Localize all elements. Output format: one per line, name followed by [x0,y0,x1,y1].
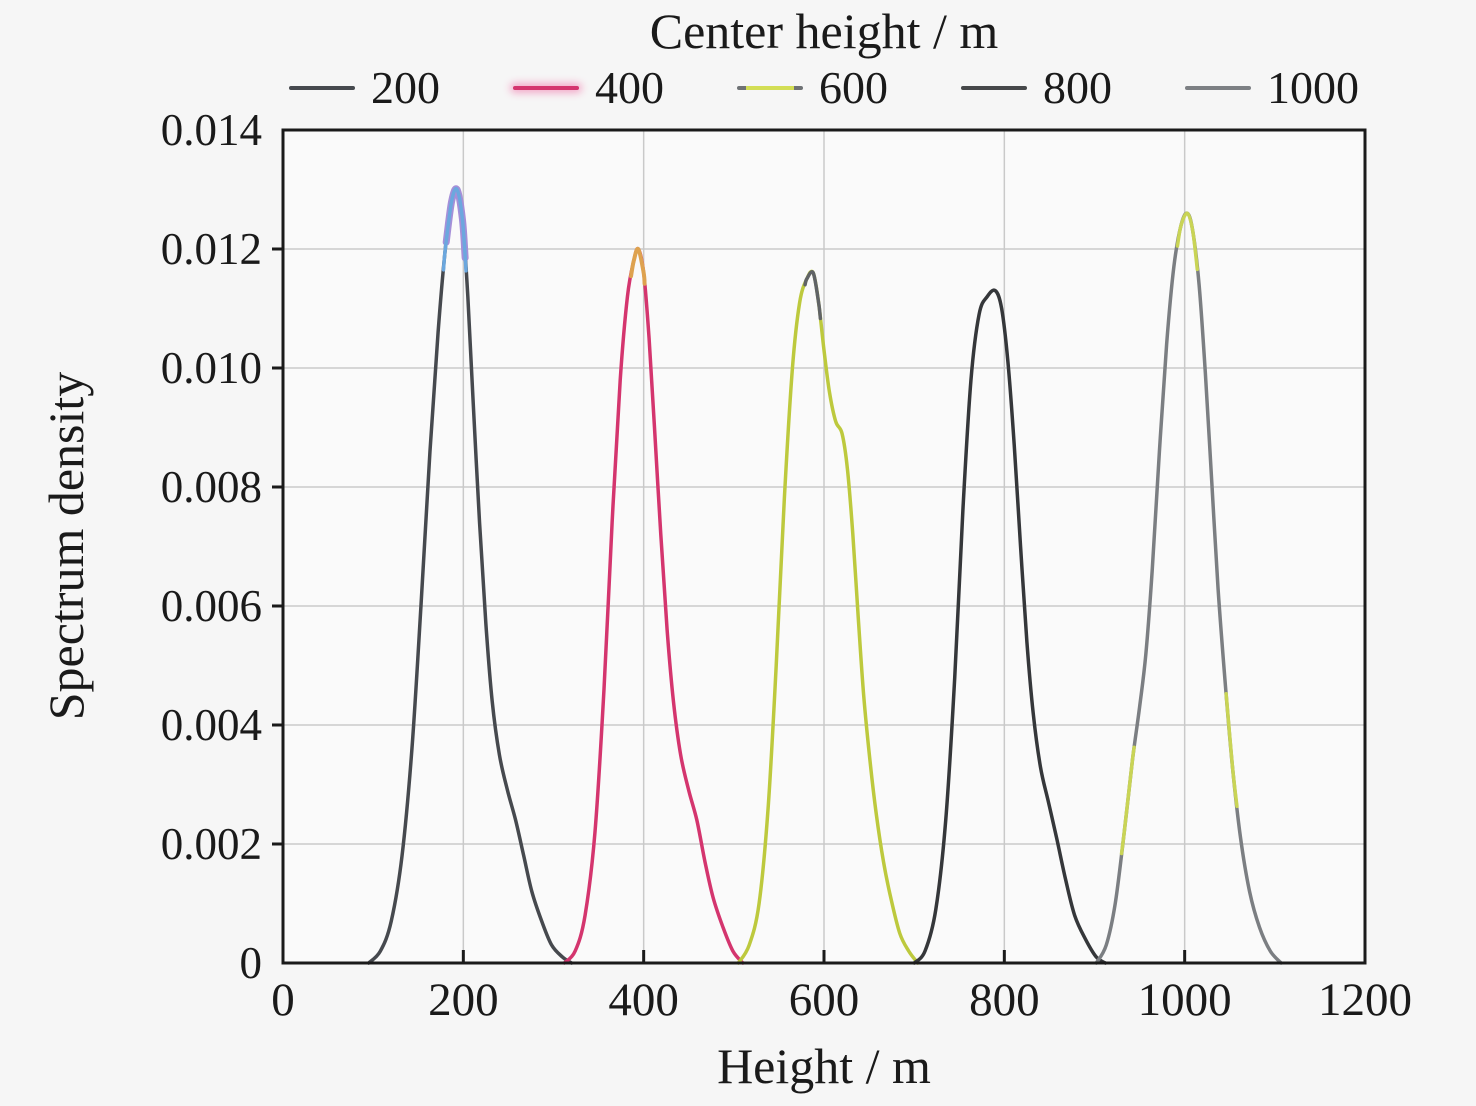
series-line-200 [366,186,574,965]
y-axis-title: Spectrum density [38,371,94,721]
series-accent-1000 [1224,692,1239,809]
x-tick-label-0: 0 [271,974,295,1026]
x-tick-label-600: 600 [788,974,860,1026]
legend-line-icon [1185,86,1251,90]
y-tick-label-0: 0 [239,938,263,988]
y-tick-label-0.010: 0.010 [160,343,262,393]
series-accent-200 [441,186,468,273]
y-tick-label-0.008: 0.008 [160,462,262,512]
legend-line-icon [513,86,579,90]
series-accent-1000 [1119,745,1136,856]
legend-line-icon [737,86,803,90]
plot-area [272,128,1367,965]
legend-label: 200 [371,62,440,113]
series-accent-1000 [1175,211,1200,272]
series-accent-400 [629,246,647,286]
x-tick-label-1200: 1200 [1318,974,1412,1026]
legend-title: Center height / m [649,3,999,59]
legend-label: 800 [1043,62,1112,113]
legend-label: 600 [819,62,888,113]
series-line-600 [736,269,920,965]
legend-item-600: 600 [737,64,888,112]
legend: 200 400 600 800 1000 [283,62,1365,114]
legend-line-icon [961,86,1027,90]
series-line-800 [912,288,1108,965]
legend-line-icon [289,86,355,90]
legend-item-400: 400 [513,64,664,112]
legend-item-200: 200 [289,64,440,112]
x-tick-label-800: 800 [969,974,1040,1026]
legend-label: 400 [595,62,664,113]
y-tick-label-0.002: 0.002 [160,819,262,869]
y-tick-label-0.006: 0.006 [160,581,262,631]
x-tick-label-1000: 1000 [1137,974,1232,1026]
y-tick-label-0.004: 0.004 [160,700,262,750]
y-tick-label-0.012: 0.012 [160,224,262,274]
x-tick-label-400: 400 [608,974,679,1026]
legend-item-800: 800 [961,64,1112,112]
series-line-400 [562,246,745,965]
legend-item-1000: 1000 [1185,64,1359,112]
plot-frame [281,128,1367,965]
x-tick-label-200: 200 [428,974,499,1026]
series-accent-600 [803,270,823,321]
x-axis-title: Height / m [717,1038,931,1094]
y-tick-label-0.014: 0.014 [160,105,262,155]
legend-label: 1000 [1267,62,1359,113]
